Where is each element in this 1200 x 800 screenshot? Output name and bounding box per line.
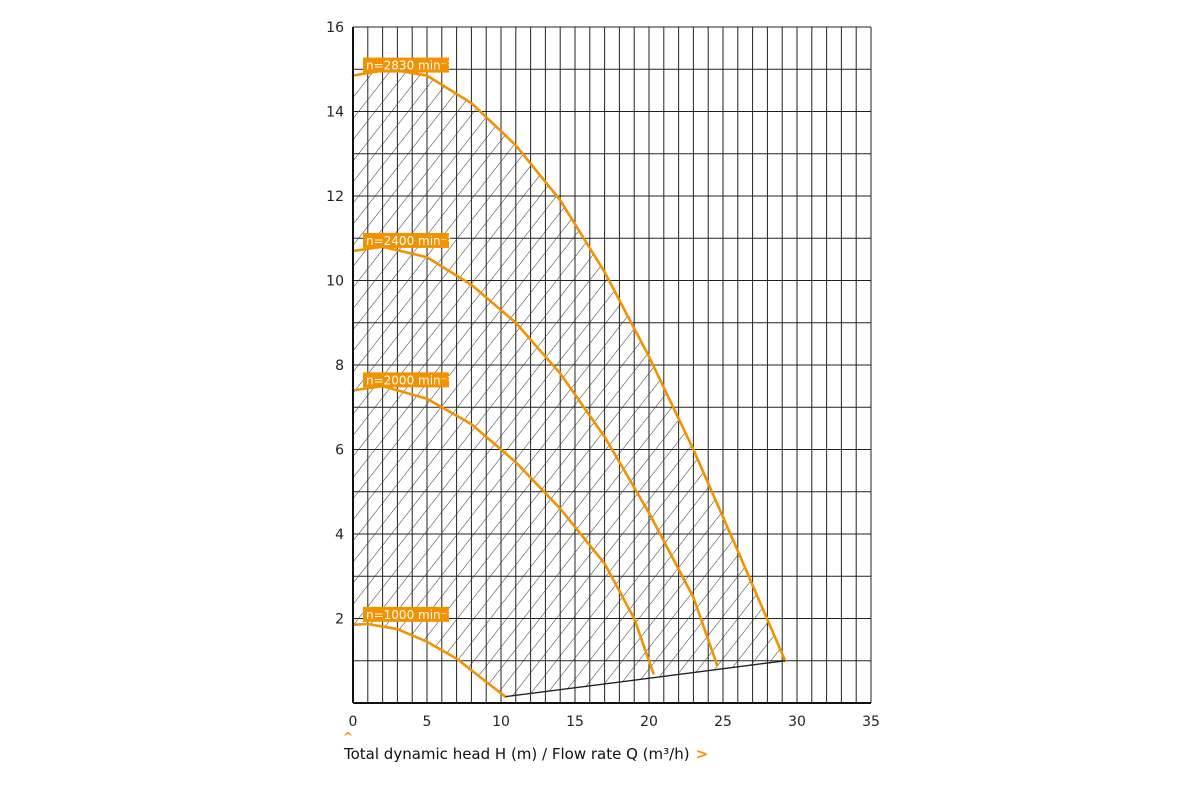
x-tick-label: 15	[566, 714, 584, 730]
x-tick-label: 10	[492, 714, 510, 730]
curve-label: n=2830 min⁻¹	[363, 57, 452, 73]
xlabel-up-chevron: ^	[343, 730, 354, 744]
curve-label-box	[363, 372, 449, 388]
operating-range-hatch	[353, 69, 786, 697]
curve-label: n=2400 min⁻¹	[363, 232, 452, 248]
pump-curve	[351, 245, 719, 667]
pump-curve	[351, 67, 787, 663]
y-tick-label: 4	[335, 527, 344, 543]
y-tick-label: 6	[335, 443, 344, 459]
curve-labels: n=2830 min⁻¹ n=2400 min⁻¹ n=2000 min⁻¹ n=10…	[363, 57, 452, 622]
xlabel-right-chevron: >	[695, 745, 709, 763]
x-tick-label: 35	[862, 714, 880, 730]
curve-label-box	[363, 606, 449, 622]
curve-label-text: n=2000 min⁻¹	[366, 373, 452, 387]
y-tick-label: 8	[335, 358, 344, 374]
x-axis-label: Total dynamic head H (m) / Flow rate Q (…	[344, 745, 690, 763]
y-tick-label: 10	[326, 274, 344, 290]
y-tick-label: 14	[326, 105, 344, 121]
curve-label-text: n=1000 min⁻¹	[366, 608, 452, 622]
pump-curve	[351, 622, 507, 698]
curve-label-text: n=2830 min⁻¹	[366, 59, 452, 73]
curve-label: n=1000 min⁻¹	[363, 606, 452, 622]
operating-range-area	[353, 69, 786, 697]
curves	[351, 67, 787, 698]
curve-label-text: n=2400 min⁻¹	[366, 234, 452, 248]
x-axis-label-container: Total dynamic head H (m) / Flow rate Q (…	[344, 745, 708, 763]
x-tick-label: 20	[640, 714, 658, 730]
axes: 0 5 10 15 20 25 30 35 2 4 6 8 10 12 14 16	[326, 20, 880, 730]
y-tick-label: 12	[326, 189, 344, 205]
x-tick-label: 30	[788, 714, 806, 730]
x-tick-label: 25	[714, 714, 732, 730]
y-tick-label: 2	[335, 612, 344, 628]
x-tick-label: 0	[349, 714, 358, 730]
lower-limit-line	[505, 660, 786, 698]
y-tick-label: 16	[326, 20, 344, 36]
pump-curve	[351, 384, 655, 675]
curve-label-box	[363, 232, 449, 248]
curve-label: n=2000 min⁻¹	[363, 372, 452, 388]
curve-label-box	[363, 57, 449, 73]
x-tick-label: 5	[423, 714, 432, 730]
